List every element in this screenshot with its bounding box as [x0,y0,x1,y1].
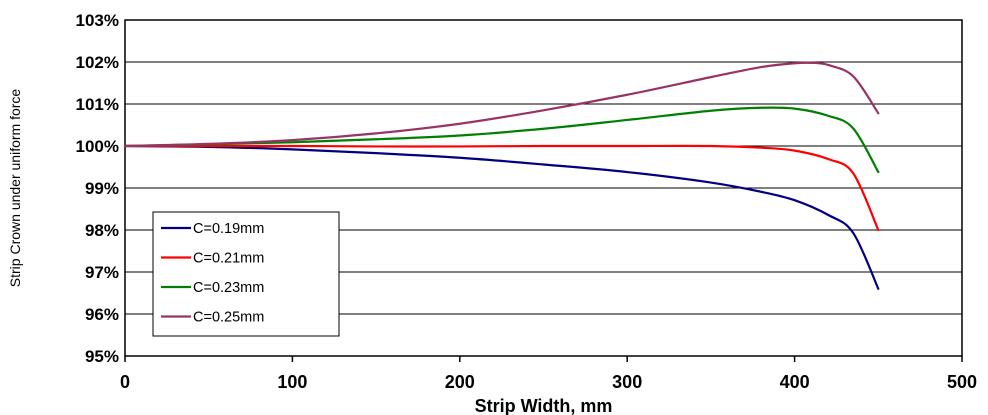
series-lines [123,61,880,290]
series-line-2 [123,144,880,232]
y-tick-label: 97% [85,263,119,282]
x-axis-title: Strip Width, mm [475,396,613,415]
series-line-1 [123,144,880,290]
x-tick-label: 400 [780,372,810,392]
series-line-4 [123,61,880,148]
x-tick-label: 100 [277,372,307,392]
legend-box [152,211,340,337]
legend-label: C=0.23mm [193,280,264,296]
x-tick-label: 500 [947,372,977,392]
y-tick-label: 98% [85,221,119,240]
y-axis-title: Strip Crown under uniform force [7,89,23,288]
y-tick-label: 101% [76,95,119,114]
y-tick-label: 102% [76,53,119,72]
y-tick-label: 95% [85,347,119,366]
legend: C=0.19mm C=0.21mm C=0.23mm C=0.25mm [152,211,340,337]
y-tick-label: 103% [76,11,119,30]
legend-label: C=0.25mm [193,310,264,326]
series-line-3 [123,106,880,174]
legend-entry: C=0.23mm [161,280,264,296]
y-axis-ticks: 95% 96% 97% 98% 99% 100% 101% 102% 103% [76,11,119,366]
y-tick-label: 99% [85,179,119,198]
x-axis-ticks: 0 100 200 300 400 500 [120,356,977,392]
legend-entry: C=0.25mm [161,310,264,326]
y-tick-label: 96% [85,305,119,324]
x-tick-label: 0 [120,372,130,392]
y-tick-label: 100% [76,137,119,156]
legend-label: C=0.21mm [193,251,264,267]
legend-entry: C=0.21mm [161,251,264,267]
x-tick-label: 200 [445,372,475,392]
legend-label: C=0.19mm [193,221,264,237]
legend-entry: C=0.19mm [161,221,264,237]
x-tick-label: 300 [612,372,642,392]
